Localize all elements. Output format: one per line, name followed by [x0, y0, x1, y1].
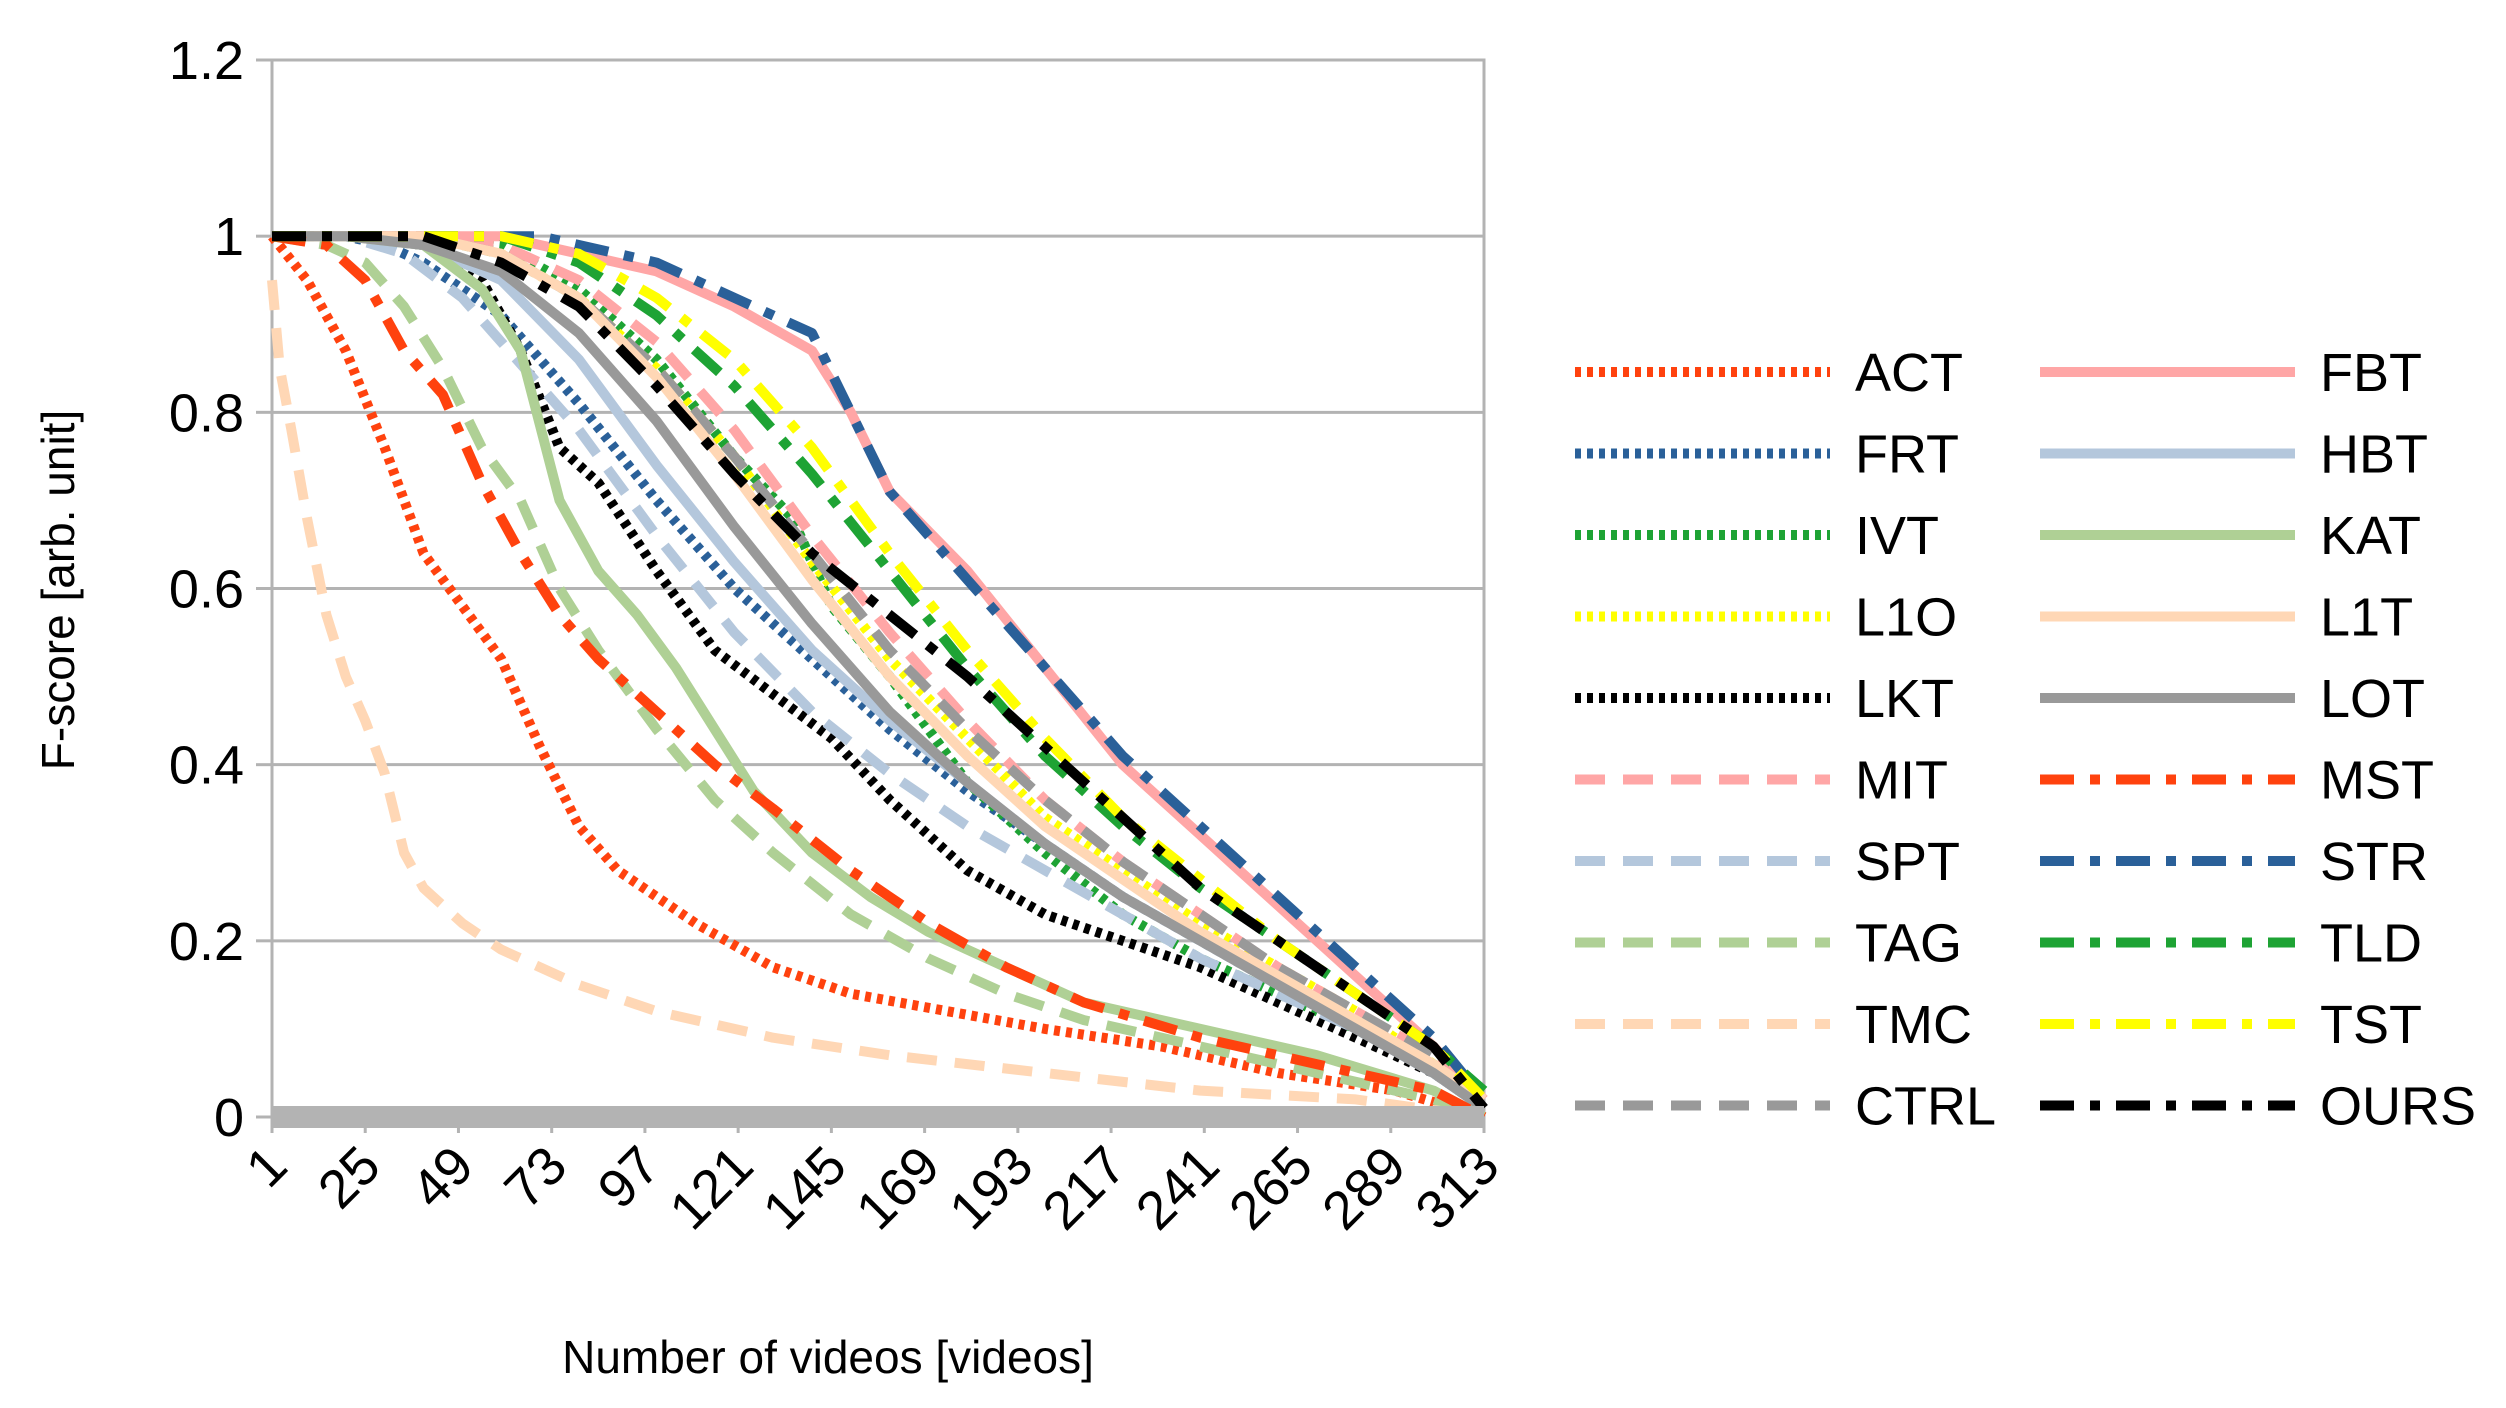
series-line-l1t [272, 231, 1487, 1104]
x-tick-label: 121 [658, 1135, 764, 1241]
legend-label-fbt: FBT [2320, 343, 2422, 403]
y-tick-label: 1.2 [169, 31, 244, 91]
y-axis-title: F-score [arb. unit] [32, 410, 84, 770]
legend-label-hbt: HBT [2320, 425, 2428, 485]
x-tick-label: 97 [587, 1135, 672, 1220]
legend-label-lkt: LKT [1855, 669, 1954, 729]
x-tick-label: 145 [752, 1135, 858, 1241]
legend-label-lot: LOT [2320, 669, 2425, 729]
series-line-tag [271, 231, 1486, 1122]
y-tick-label: 0.6 [169, 560, 244, 620]
x-tick-label: 73 [493, 1135, 578, 1220]
legend-label-ours: OURS [2320, 1077, 2476, 1137]
axes: 00.20.40.60.811.21 25 49 73 9712114516919321… [32, 31, 1510, 1383]
legend-label-ivt: IVT [1855, 506, 1939, 566]
series-line-tmc [267, 279, 1485, 1122]
legend-label-kat: KAT [2320, 506, 2421, 566]
x-tick-label: 265 [1218, 1135, 1324, 1241]
series-line-mit [272, 231, 1488, 1104]
x-tick-label: 313 [1404, 1135, 1510, 1241]
y-tick-label: 0.8 [169, 383, 244, 443]
x-tick-label: 241 [1125, 1135, 1231, 1241]
legend-label-frt: FRT [1855, 425, 1959, 485]
legend-label-mst: MST [2320, 751, 2434, 811]
x-tick-label: 49 [400, 1135, 485, 1220]
legend-label-l1t: L1T [2320, 588, 2413, 648]
y-tick-label: 1 [214, 207, 244, 267]
y-tick-label: 0.2 [169, 912, 244, 972]
x-tick-label: 193 [938, 1135, 1044, 1241]
legend-label-str: STR [2320, 832, 2428, 892]
x-axis-title: Number of videos [videos] [562, 1331, 1094, 1383]
y-tick-label: 0 [214, 1088, 244, 1148]
legend-label-mit: MIT [1855, 751, 1948, 811]
x-tick-label: 1 [235, 1135, 299, 1199]
x-tick-label: 289 [1311, 1135, 1417, 1241]
x-tick-label: 25 [307, 1135, 392, 1220]
series-line-ours [272, 231, 1488, 1112]
series-line-spt [272, 231, 1487, 1113]
x-tick-label: 217 [1031, 1135, 1137, 1241]
plot-lines [267, 231, 1488, 1122]
legend-label-tld: TLD [2320, 914, 2422, 974]
series-line-tst [272, 231, 1488, 1103]
legend-label-tmc: TMC [1855, 995, 1972, 1055]
y-tick-label: 0.4 [169, 736, 244, 796]
legend-label-act: ACT [1855, 343, 1963, 403]
legend-label-spt: SPT [1855, 832, 1960, 892]
series-line-act [268, 233, 1486, 1122]
series-line-kat [272, 231, 1487, 1122]
legend-label-tst: TST [2320, 995, 2422, 1055]
legend-label-l1o: L1O [1855, 588, 1957, 648]
legend-label-ctrl: CTRL [1855, 1077, 1996, 1137]
legend: ACT FRT IVT L1O LKT MIT SPT TAG TMC CTRL FBT HBT KAT… [1575, 343, 2476, 1137]
legend-label-tag: TAG [1855, 914, 1962, 974]
x-tick-label: 169 [845, 1135, 951, 1241]
series-line-lot [272, 231, 1487, 1113]
